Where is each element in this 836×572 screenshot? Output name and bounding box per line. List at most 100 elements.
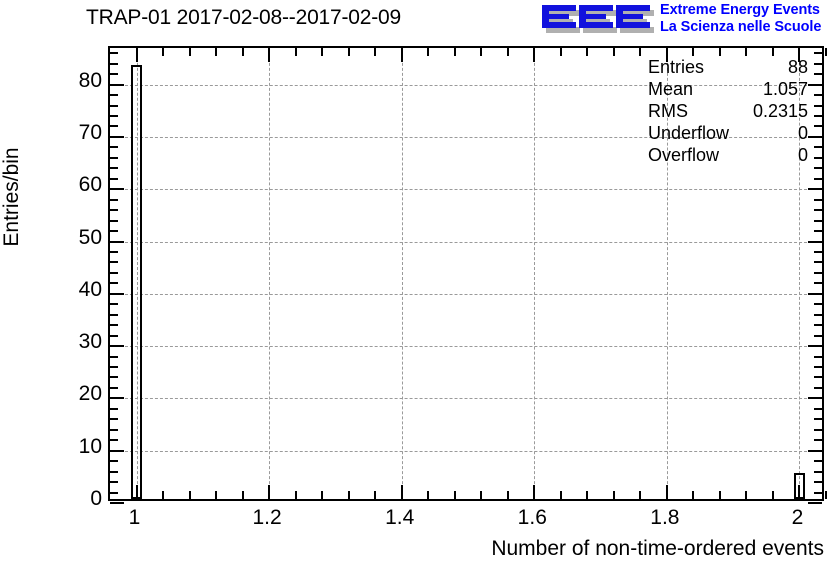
x-tick-minor: [718, 48, 721, 56]
y-tick-minor: [110, 418, 118, 421]
y-tick-minor: [110, 313, 118, 316]
y-tick-minor: [110, 303, 118, 306]
x-tick-minor: [347, 48, 350, 56]
stats-label: Underflow: [648, 123, 730, 143]
y-tick-minor: [814, 125, 822, 128]
y-tick-minor: [814, 313, 822, 316]
y-tick-major: [808, 345, 822, 348]
x-tick-minor: [321, 48, 324, 56]
x-tick-minor: [162, 491, 165, 499]
x-tick-minor: [188, 48, 191, 56]
y-tick-minor: [110, 282, 118, 285]
stats-value: 0: [797, 123, 808, 143]
y-tick-minor: [814, 366, 822, 369]
gridline-horizontal: [110, 346, 822, 348]
x-tick-minor: [427, 48, 430, 56]
y-tick-minor: [814, 94, 822, 97]
y-tick-minor: [814, 156, 822, 159]
y-tick-minor: [814, 460, 822, 463]
x-tick-minor: [559, 48, 562, 56]
x-tick-minor: [639, 48, 642, 56]
x-tick-minor: [692, 48, 695, 56]
x-tick-minor: [347, 491, 350, 499]
histogram-bar: [131, 64, 142, 499]
y-tick-minor: [110, 52, 118, 55]
y-tick-minor: [110, 428, 118, 431]
y-tick-major: [110, 83, 124, 86]
x-tick-minor: [480, 491, 483, 499]
x-tick-minor: [241, 48, 244, 56]
y-axis-title: Entries/bin: [0, 147, 23, 247]
x-tick-minor: [294, 491, 297, 499]
gridline-horizontal: [110, 450, 822, 452]
y-tick-minor: [814, 146, 822, 149]
y-tick-minor: [110, 125, 118, 128]
y-tick-label: 70: [78, 120, 102, 144]
x-tick-major: [135, 485, 138, 499]
y-tick-minor: [814, 271, 822, 274]
x-tick-minor: [559, 491, 562, 499]
y-tick-minor: [110, 198, 118, 201]
y-tick-minor: [814, 355, 822, 358]
x-tick-minor: [215, 48, 218, 56]
gridline-vertical: [269, 48, 271, 499]
y-tick-minor: [814, 73, 822, 76]
x-tick-label: 1.4: [385, 506, 415, 529]
x-tick-minor: [745, 491, 748, 499]
x-tick-minor: [480, 48, 483, 56]
x-tick-major: [533, 48, 536, 62]
stats-row: Mean 1.057: [648, 78, 808, 100]
stats-label: RMS: [648, 101, 688, 121]
y-tick-minor: [814, 470, 822, 473]
y-tick-minor: [110, 376, 118, 379]
y-tick-minor: [814, 261, 822, 264]
y-tick-label: 20: [78, 382, 102, 406]
x-tick-minor: [771, 48, 774, 56]
y-tick-label: 60: [78, 173, 102, 197]
y-tick-minor: [110, 94, 118, 97]
y-tick-minor: [110, 470, 118, 473]
x-tick-major: [665, 485, 668, 499]
y-tick-minor: [814, 209, 822, 212]
y-tick-minor: [814, 386, 822, 389]
y-tick-major: [110, 135, 124, 138]
x-tick-label: 1: [128, 506, 141, 529]
x-tick-minor: [241, 491, 244, 499]
y-tick-minor: [814, 282, 822, 285]
y-tick-major: [110, 240, 124, 243]
x-tick-minor: [453, 491, 456, 499]
y-tick-minor: [814, 439, 822, 442]
y-tick-major: [110, 188, 124, 191]
y-tick-minor: [814, 62, 822, 65]
y-tick-minor: [814, 428, 822, 431]
y-tick-minor: [110, 355, 118, 358]
y-tick-minor: [110, 439, 118, 442]
y-tick-minor: [814, 303, 822, 306]
y-tick-major: [110, 345, 124, 348]
stats-row: RMS 0.2315: [648, 100, 808, 122]
y-axis-ticklabels: 0 10 20 30 40 50 60 70 80: [50, 46, 102, 510]
y-tick-minor: [110, 407, 118, 410]
x-tick-minor: [586, 48, 589, 56]
eee-logo: Extreme Energy Events La Scienza nelle S…: [538, 1, 834, 37]
gridline-horizontal: [110, 189, 822, 191]
x-tick-minor: [745, 48, 748, 56]
x-tick-label: 1.2: [252, 506, 282, 529]
y-tick-minor: [110, 167, 118, 170]
y-tick-minor: [814, 114, 822, 117]
y-tick-minor: [110, 209, 118, 212]
y-tick-minor: [110, 261, 118, 264]
y-tick-minor: [814, 418, 822, 421]
y-tick-minor: [814, 52, 822, 55]
page-title: TRAP-01 2017-02-08--2017-02-09: [86, 6, 402, 29]
y-tick-minor: [110, 491, 118, 494]
stats-row: Entries 88: [648, 56, 808, 78]
x-tick-minor: [374, 491, 377, 499]
x-axis-ticklabels: 1 1.2 1.4 1.6 1.8 2: [108, 506, 824, 534]
y-tick-label: 40: [78, 277, 102, 301]
x-tick-major: [135, 48, 138, 62]
x-tick-minor: [771, 491, 774, 499]
y-tick-minor: [110, 230, 118, 233]
y-tick-major: [110, 397, 124, 400]
x-tick-minor: [427, 491, 430, 499]
